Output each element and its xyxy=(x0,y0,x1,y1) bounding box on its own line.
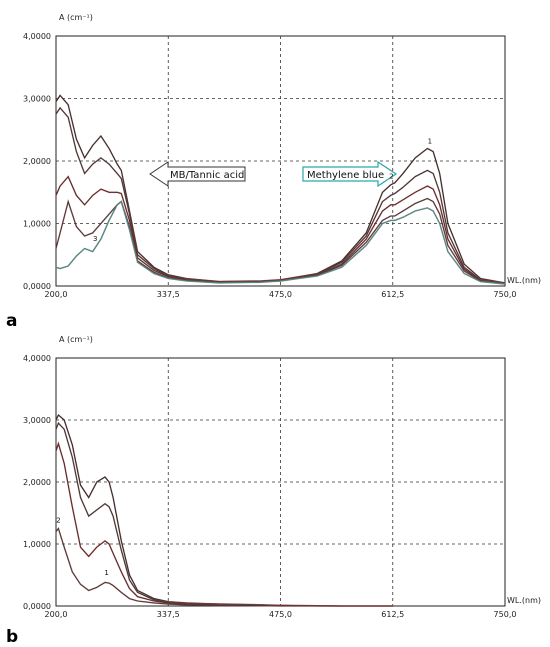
x-tick-label: 200,0 xyxy=(45,610,68,619)
series-line-2 xyxy=(55,422,393,607)
methylene-blue-label: Methylene blue xyxy=(307,170,384,181)
y-tick-label: 4,0000 xyxy=(23,354,51,363)
x-axis-label: WL.(nm) xyxy=(507,276,541,285)
y-axis-label: A (cm⁻¹) xyxy=(59,13,93,22)
series-line-5 xyxy=(55,200,506,285)
x-tick-label: 612,5 xyxy=(381,290,404,299)
x-tick-label: 475,0 xyxy=(269,290,292,299)
x-tick-label: 337,5 xyxy=(157,290,180,299)
y-tick-label: 3,0000 xyxy=(23,95,51,104)
y-tick-label: 1,0000 xyxy=(23,220,51,229)
y-tick-label: 2,0000 xyxy=(23,157,51,166)
peak-label: 3 xyxy=(93,235,97,243)
x-tick-label: 750,0 xyxy=(494,290,517,299)
series-shadow-2 xyxy=(55,421,393,607)
series-shadow-3 xyxy=(55,440,393,607)
mb-tannic-label: MB/Tannic acid xyxy=(170,170,244,181)
x-tick-label: 750,0 xyxy=(494,610,517,619)
peak-label: 1 xyxy=(104,569,108,577)
chart-panel-a: 200,0 337,5 475,0 612,5 750,0 0,0000 1,0000 2,0… xyxy=(6,13,541,331)
y-tick-label: 0,0000 xyxy=(23,602,51,611)
peak-label: 2 xyxy=(56,516,60,524)
x-tick-label: 475,0 xyxy=(269,610,292,619)
x-tick-label: 337,5 xyxy=(157,610,180,619)
series-shadow-1 xyxy=(55,413,393,607)
panel-label-a: a xyxy=(6,311,17,331)
y-tick-label: 0,0000 xyxy=(23,282,51,291)
peak-label: 2 xyxy=(389,173,393,181)
y-axis-label: A (cm⁻¹) xyxy=(59,335,93,344)
x-axis-label: WL.(nm) xyxy=(507,596,541,605)
y-tick-label: 4,0000 xyxy=(23,32,51,41)
x-tick-label: 200,0 xyxy=(45,290,68,299)
series-line-1 xyxy=(55,414,393,607)
x-tick-label: 612,5 xyxy=(381,610,404,619)
series-line-4 xyxy=(55,527,393,607)
mb-tannic-arrow xyxy=(149,161,246,187)
chart-panel-b: 200,0 337,5 475,0 612,5 750,0 0,0000 1,0000 2,0… xyxy=(6,335,541,647)
panel-label-b: b xyxy=(6,627,18,647)
y-tick-label: 1,0000 xyxy=(23,540,51,549)
y-tick-label: 3,0000 xyxy=(23,416,51,425)
y-tick-label: 2,0000 xyxy=(23,478,51,487)
methylene-blue-arrow xyxy=(302,160,398,188)
peak-label: 1 xyxy=(428,138,432,146)
series-shadow-4 xyxy=(55,526,393,607)
series-line-3 xyxy=(55,441,393,607)
